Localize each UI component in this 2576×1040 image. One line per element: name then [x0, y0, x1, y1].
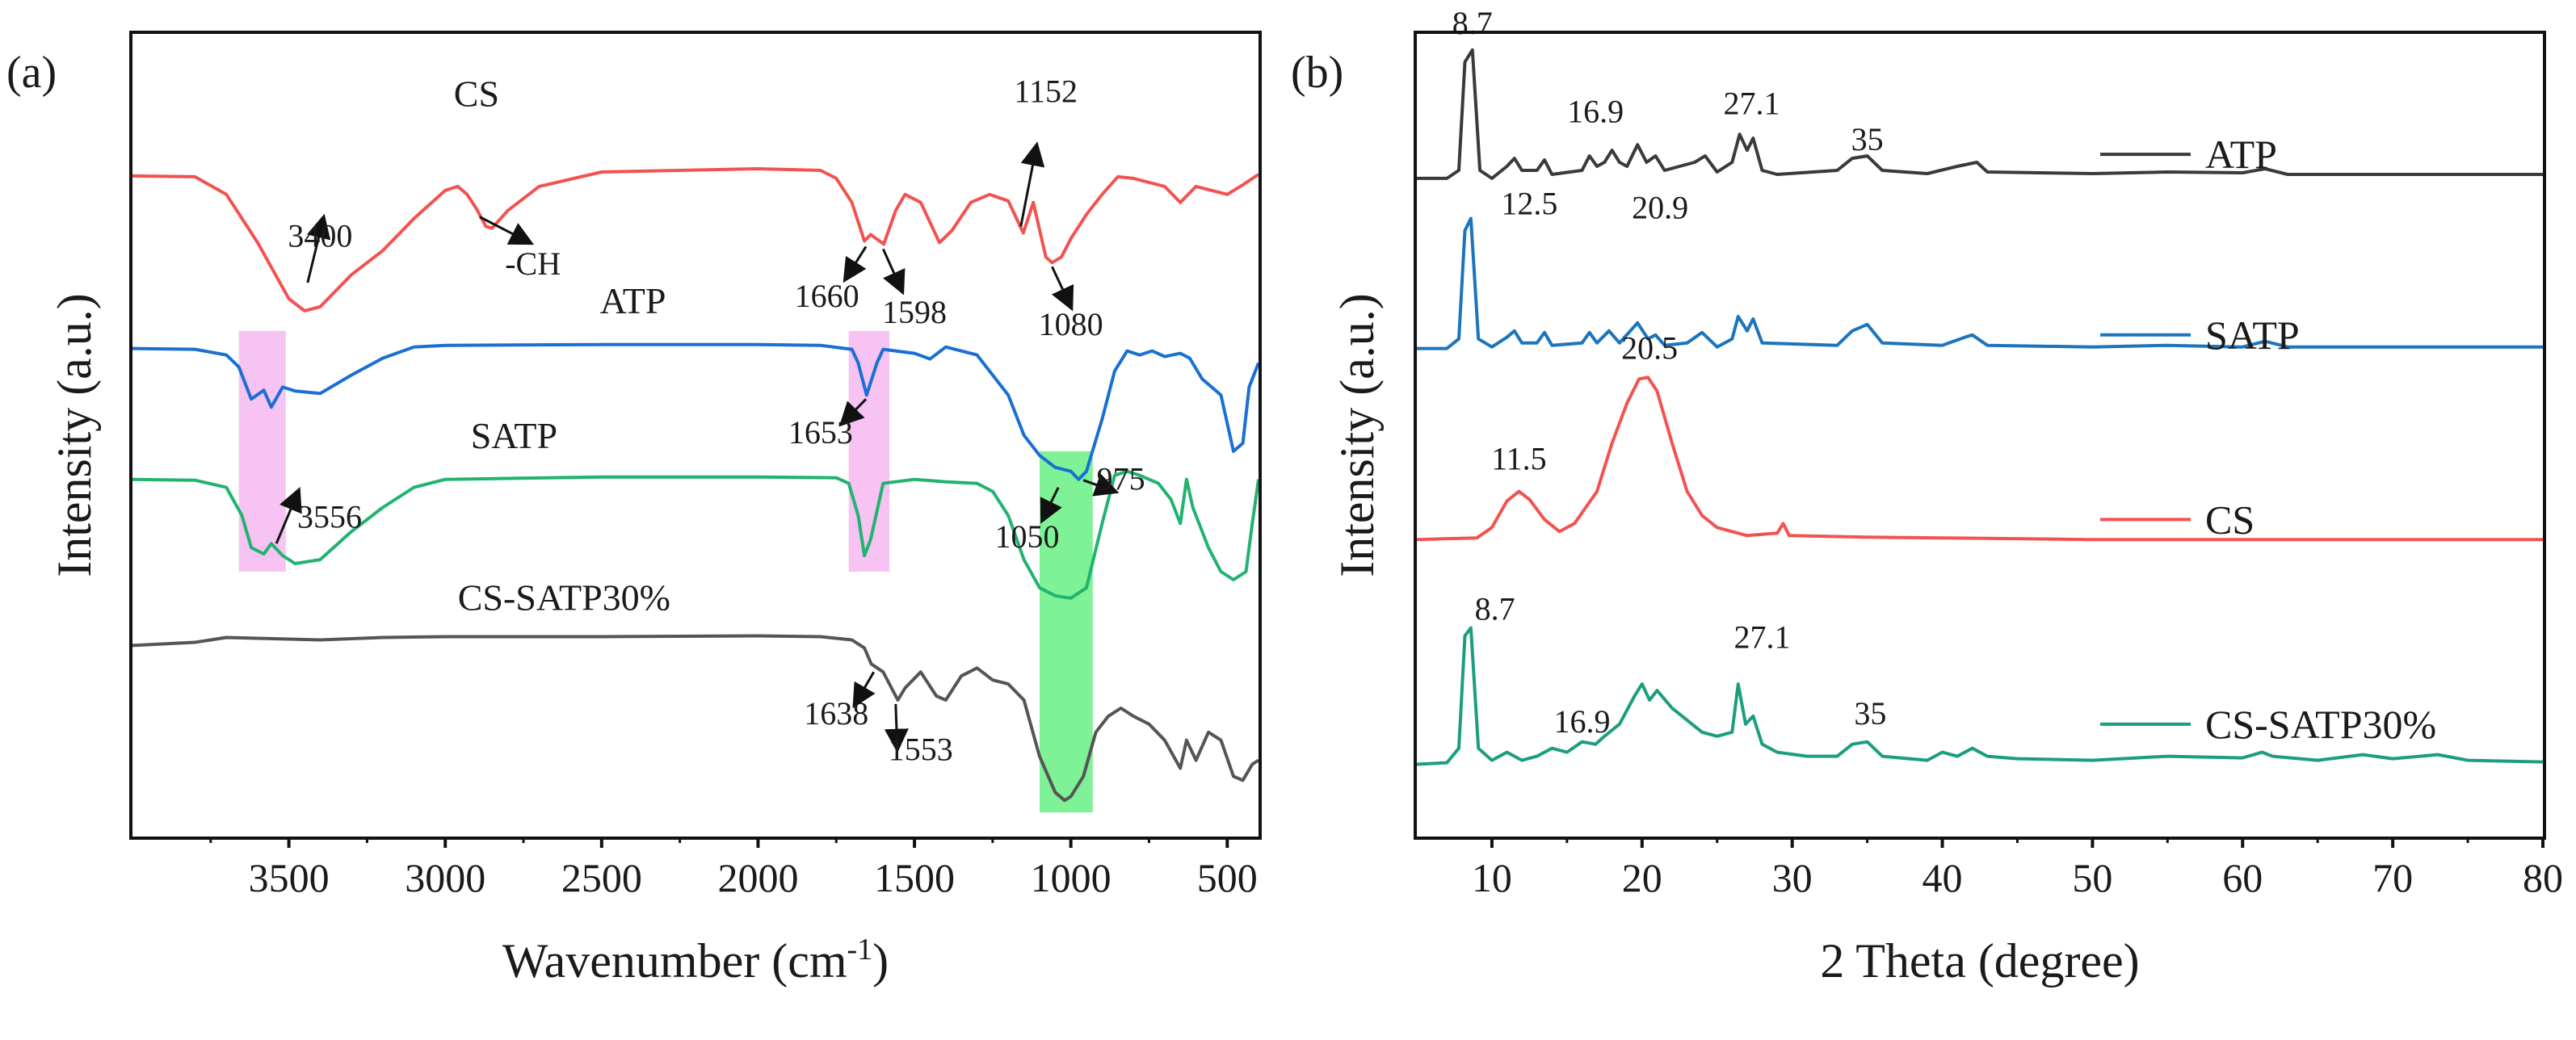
xrd-peak-label-11: 35 — [1854, 695, 1886, 732]
ftir-x-ticks: 3500 3000 2500 2000 1500 1000 500 — [209, 837, 1258, 900]
ftir-x-tick-label-1500: 1500 — [874, 855, 955, 900]
xrd-peak-label-5: 20.9 — [1632, 190, 1688, 226]
xrd-legend-label-satp: SATP — [2205, 312, 2300, 358]
ftir-annotation-label-9: 1050 — [994, 518, 1059, 555]
xrd-x-tick-label-10: 10 — [1472, 855, 1512, 900]
ftir-series-satp — [132, 469, 1260, 600]
xrd-x-ticks: 10 20 30 40 50 60 70 80 — [1472, 837, 2563, 900]
xrd-peak-labels: 8.7 16.9 27.1 35 12.5 20.9 20.5 11.5 8.7 16.9 27.1… — [1452, 5, 1887, 740]
xrd-peak-label-10: 27.1 — [1733, 619, 1790, 655]
ftir-annotation-arrow-8 — [1082, 473, 1120, 497]
ftir-annotations: 3400 -CH 1660 1598 1152 1080 1653 3556 975 1050 16… — [275, 73, 1145, 768]
ftir-x-tick-label-2000: 2000 — [717, 855, 798, 900]
ftir-annotation-arrow-3 — [881, 248, 906, 296]
ftir-annotation-label-0: 3400 — [288, 217, 352, 254]
ftir-annotation-arrow-2 — [843, 245, 868, 283]
highlight-band-1 — [848, 330, 890, 572]
ftir-annotation-label-11: 1553 — [889, 732, 953, 768]
ftir-x-axis-title: Wavenumber (cm-1) — [502, 933, 889, 988]
xrd-series-atp — [1417, 48, 2543, 180]
ftir-annotation-label-8: 975 — [1097, 461, 1145, 497]
ftir-annotation-label-2: 1660 — [795, 278, 859, 314]
ftir-annotation-label-10: 1638 — [804, 695, 868, 732]
ftir-series-label-satp: SATP — [471, 415, 557, 456]
ftir-series-cs — [132, 167, 1260, 312]
ftir-x-tick-label-1000: 1000 — [1031, 855, 1112, 900]
xrd-peak-label-7: 11.5 — [1491, 441, 1547, 477]
xrd-series-cs — [1416, 375, 2543, 542]
ftir-annotation-arrow-6 — [838, 398, 868, 427]
ftir-annotation-label-1: -CH — [505, 245, 561, 282]
highlight-band-2 — [1039, 451, 1093, 813]
ftir-annotation-arrow-0 — [306, 213, 331, 283]
ftir-x-tick-label-500: 500 — [1197, 855, 1258, 900]
ftir-series-cs-satp30 — [132, 634, 1260, 803]
ftir-x-tick-label-2500: 2500 — [561, 855, 642, 900]
xrd-peak-label-6: 20.5 — [1621, 330, 1678, 367]
xrd-x-tick-label-80: 80 — [2523, 855, 2563, 900]
xrd-x-tick-label-20: 20 — [1622, 855, 1662, 900]
xrd-legend-label-cs: CS — [2205, 497, 2255, 542]
ftir-annotation-arrow-7 — [275, 487, 302, 544]
ftir-annotation-label-6: 1653 — [788, 414, 853, 451]
xrd-series-satp — [1417, 216, 2543, 350]
ftir-annotation-arrow-11 — [884, 703, 909, 753]
ftir-series-label-atp: ATP — [600, 280, 666, 321]
xrd-x-tick-label-50: 50 — [2072, 855, 2112, 900]
xrd-series-lines — [1416, 48, 2544, 766]
xrd-series-cs-satp30 — [1416, 626, 2544, 766]
xrd-peak-label-3: 35 — [1851, 121, 1884, 157]
ftir-annotation-arrow-9 — [1040, 486, 1062, 524]
ftir-annotation-arrow-1 — [479, 216, 535, 245]
ftir-annotation-label-4: 1152 — [1014, 73, 1078, 109]
highlight-bands — [238, 330, 1093, 813]
panel-a-label: (a) — [6, 48, 57, 98]
xrd-legend-label-cs-satp30: CS-SATP30% — [2205, 702, 2436, 747]
ftir-series-atp — [132, 342, 1260, 481]
xrd-x-tick-label-70: 70 — [2372, 855, 2413, 900]
ftir-plot-frame — [129, 31, 1262, 840]
xrd-x-tick-label-30: 30 — [1772, 855, 1813, 900]
xrd-x-tick-label-60: 60 — [2222, 855, 2263, 900]
xrd-peak-label-0: 8.7 — [1452, 5, 1493, 41]
ftir-x-tick-label-3000: 3000 — [405, 855, 485, 900]
ftir-annotation-label-3: 1598 — [882, 294, 947, 330]
ftir-series-label-cs: CS — [454, 73, 499, 114]
xrd-x-tick-label-40: 40 — [1923, 855, 1963, 900]
ftir-y-axis-title: Intensity (a.u.) — [48, 293, 101, 577]
ftir-chart: 3400 -CH 1660 1598 1152 1080 1653 3556 975 1050 16… — [48, 31, 1262, 988]
xrd-plot-frame — [1414, 31, 2546, 840]
xrd-peak-label-1: 16.9 — [1567, 93, 1624, 129]
ftir-annotation-label-5: 1080 — [1039, 306, 1103, 342]
xrd-chart: 8.7 16.9 27.1 35 12.5 20.9 20.5 11.5 8.7 16.9 27.1… — [1330, 5, 2563, 988]
xrd-x-axis-title: 2 Theta (degree) — [1820, 934, 2139, 988]
xrd-peak-label-9: 16.9 — [1553, 703, 1610, 740]
xrd-peak-label-2: 27.1 — [1723, 85, 1780, 121]
ftir-annotation-label-7: 3556 — [297, 498, 362, 535]
panel-b-label: (b) — [1291, 48, 1343, 98]
ftir-series-labels: CS ATP SATP CS-SATP30% — [454, 73, 670, 618]
ftir-series-label-cs-satp30: CS-SATP30% — [458, 577, 670, 619]
ftir-series-lines — [132, 167, 1260, 803]
xrd-peak-label-4: 12.5 — [1501, 186, 1557, 222]
xrd-legend: ATP SATP CS CS-SATP30% — [2100, 132, 2436, 747]
ftir-annotation-arrow-5 — [1051, 266, 1074, 312]
xrd-legend-label-atp: ATP — [2205, 132, 2277, 177]
ftir-annotation-arrow-10 — [852, 671, 876, 709]
ftir-x-tick-label-3500: 3500 — [249, 855, 330, 900]
xrd-y-axis-title: Intensity (a.u.) — [1330, 293, 1384, 577]
xrd-peak-label-8: 8.7 — [1475, 591, 1515, 627]
ftir-annotation-arrow-4 — [1019, 141, 1045, 227]
